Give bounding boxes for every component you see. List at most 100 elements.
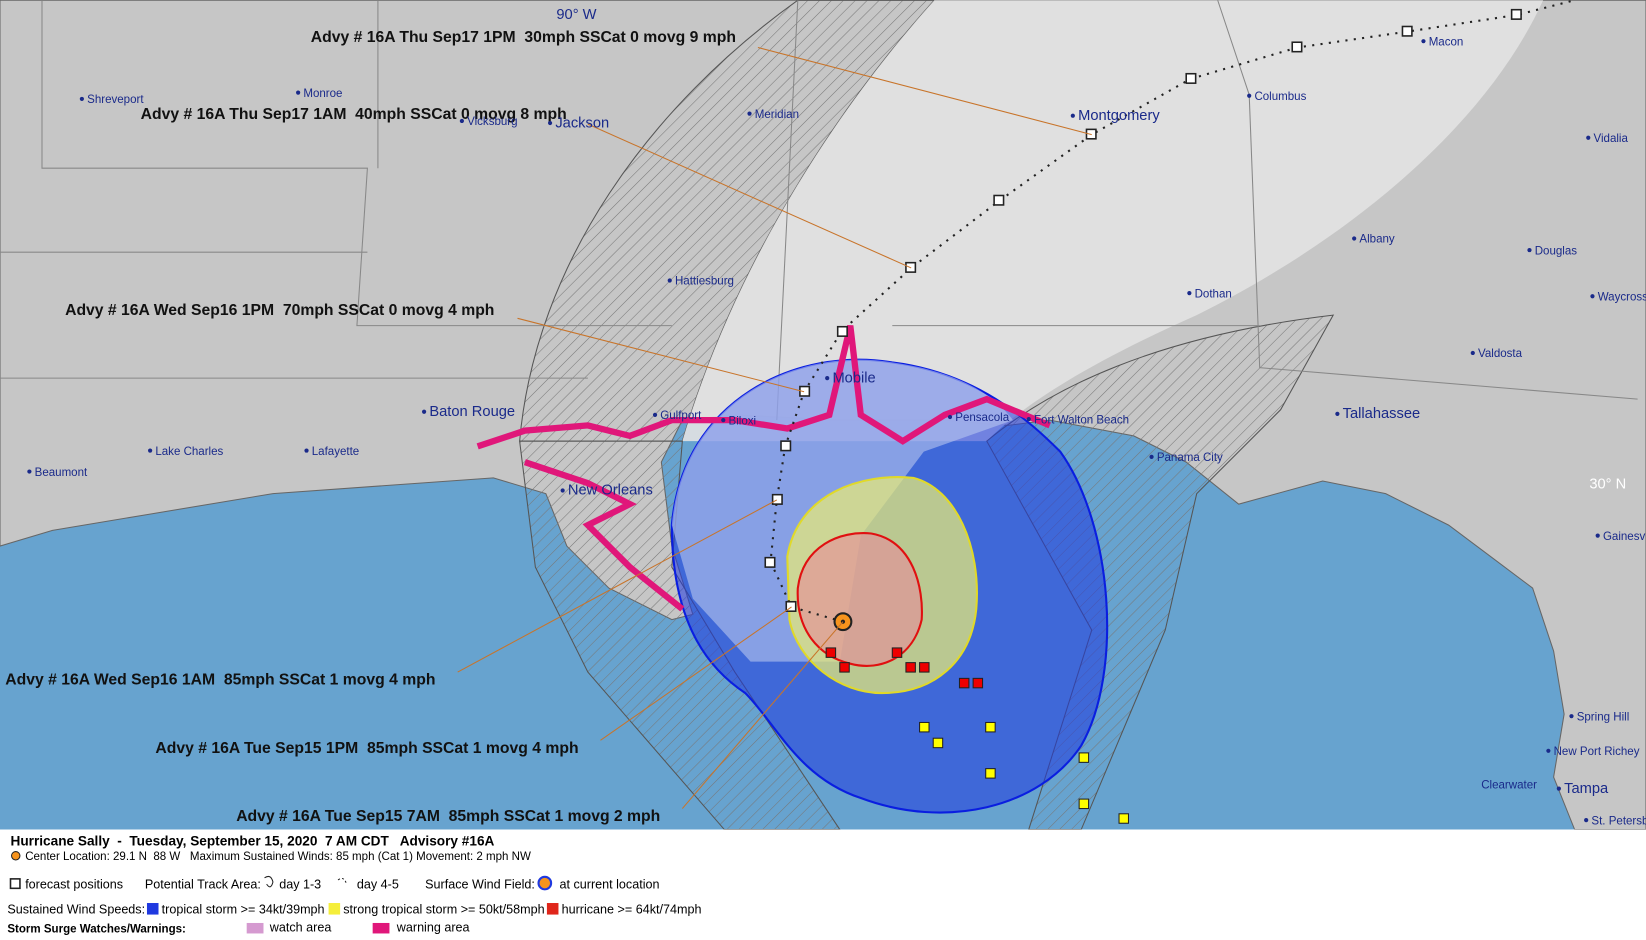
center-info: Center Location: 29.1 N 88 W Maximum Sus… [25, 851, 531, 863]
city-label: Douglas [1535, 245, 1578, 257]
city-label: Lake Charles [155, 446, 223, 458]
city-label: Jackson [555, 115, 609, 131]
legend-text: Potential Track Area: [145, 877, 261, 891]
city-label: St. Petersburg [1591, 815, 1646, 827]
advisory-label: Advy # 16A Thu Sep17 1PM 30mph SSCat 0 m… [311, 29, 736, 46]
warning-swatch [372, 922, 390, 934]
forecast-icon [9, 878, 21, 890]
city-dot [1470, 350, 1475, 356]
city-label: Monroe [303, 88, 342, 100]
advisory-label: Advy # 16A Wed Sep16 1AM 85mph SSCat 1 m… [5, 672, 435, 689]
cities: Shreveport Monroe Vicksburg Jackson Meridian… [27, 36, 1646, 827]
city-label: New Orleans [568, 483, 653, 499]
city-dot [825, 376, 830, 381]
city-label: Shreveport [87, 94, 144, 106]
legend-text: day 4-5 [357, 877, 399, 891]
city-dot [1247, 93, 1252, 98]
city-label: Biloxi [729, 415, 757, 427]
sts-swatch [328, 903, 341, 915]
city-label: Macon [1429, 36, 1464, 48]
city-dot [1187, 291, 1192, 296]
legend-text: forecast positions [25, 877, 123, 891]
city-dot [1070, 113, 1075, 118]
city-dot [652, 412, 658, 417]
city-label: Mobile [832, 370, 875, 386]
wind-hu [796, 532, 923, 667]
ts-swatch [146, 903, 159, 915]
city-label: Meridian [755, 109, 799, 121]
legend-text: warning area [396, 920, 470, 934]
city-dot [79, 96, 84, 102]
city-label: Tampa [1564, 781, 1609, 797]
city-label: Gulfport [660, 410, 702, 422]
watch-swatch [246, 922, 264, 934]
legend-text: watch area [269, 920, 332, 934]
city-label: Vidalia [1594, 133, 1629, 145]
city-dot [296, 90, 301, 95]
city-label: Tallahassee [1343, 406, 1421, 422]
advisory-label: Advy # 16A Wed Sep16 1PM 70mph SSCat 0 m… [65, 302, 494, 319]
legend-text: day 1-3 [279, 877, 321, 891]
city-dot [1421, 39, 1426, 44]
grid-label: 90° W [556, 7, 596, 23]
legend-text: Surface Wind Field: [425, 877, 535, 891]
city-label: Panama City [1157, 452, 1223, 464]
city-label: Valdosta [1478, 348, 1523, 360]
city-dot [547, 120, 553, 126]
city-label: Lafayette [312, 446, 359, 458]
city-dot [1149, 454, 1154, 459]
city-dot [1590, 294, 1595, 299]
city-label: Pensacola [955, 412, 1009, 424]
city-dot [1584, 817, 1589, 823]
legend-text: tropical storm >= 34kt/39mph [162, 903, 325, 917]
city-dot [421, 409, 427, 414]
grid-label: 30° N [1589, 476, 1626, 492]
advisory-labels: Advy # 16A Thu Sep17 1PM 30mph SSCat 0 m… [5, 29, 736, 825]
city-dot [27, 469, 32, 474]
legend-title: Hurricane Sally - Tuesday, September 15,… [10, 833, 494, 848]
warning-markers [825, 647, 984, 689]
legend-text: at current location [560, 877, 660, 891]
city-dot [667, 278, 672, 283]
wind-field-icon [537, 875, 553, 891]
advisory-leaders [457, 46, 1092, 809]
city-label: Albany [1359, 234, 1394, 246]
city-label: Clearwater [1481, 780, 1537, 792]
legend-text: hurricane >= 64kt/74mph [562, 903, 702, 917]
city-label: Columbus [1254, 91, 1306, 103]
city-dot [459, 118, 464, 124]
city-dot [560, 488, 565, 493]
legend-text: Sustained Wind Speeds: [7, 903, 145, 917]
cone-day1-3 [682, 0, 1544, 442]
watch-markers [919, 721, 1130, 824]
city-dot [1527, 247, 1532, 253]
city-label: Waycross [1598, 291, 1646, 303]
city-dot [747, 111, 752, 116]
day13-icon [264, 875, 274, 888]
city-label: Spring Hill [1577, 711, 1630, 723]
city-dot [1569, 714, 1574, 719]
city-dot [148, 448, 153, 453]
borders [0, 0, 1638, 421]
city-dot [304, 448, 309, 453]
city-label: Hattiesburg [675, 276, 734, 288]
day45-icon [337, 878, 347, 885]
advisory-label: Advy # 16A Thu Sep17 1AM 40mph SSCat 0 m… [141, 106, 567, 123]
city-label: Fort Walton Beach [1034, 414, 1129, 426]
city-dot [1586, 135, 1591, 140]
city-label: Vicksburg [467, 116, 517, 128]
city-label: Baton Rouge [429, 404, 515, 420]
city-label: Dothan [1195, 288, 1232, 300]
advisory-label: Advy # 16A Tue Sep15 1PM 85mph SSCat 1 m… [155, 740, 578, 757]
city-label: Gainesville [1603, 531, 1646, 543]
legend-panel [0, 829, 1646, 940]
city-dot [1546, 748, 1551, 753]
city-dot [1335, 411, 1340, 416]
city-dot [1352, 236, 1357, 241]
legend-text: strong tropical storm >= 50kt/58mph [343, 903, 544, 917]
forecast-positions [764, 8, 1522, 612]
city-dot [947, 414, 953, 420]
city-label: Montgomery [1078, 108, 1160, 124]
city-label: Beaumont [35, 467, 88, 479]
